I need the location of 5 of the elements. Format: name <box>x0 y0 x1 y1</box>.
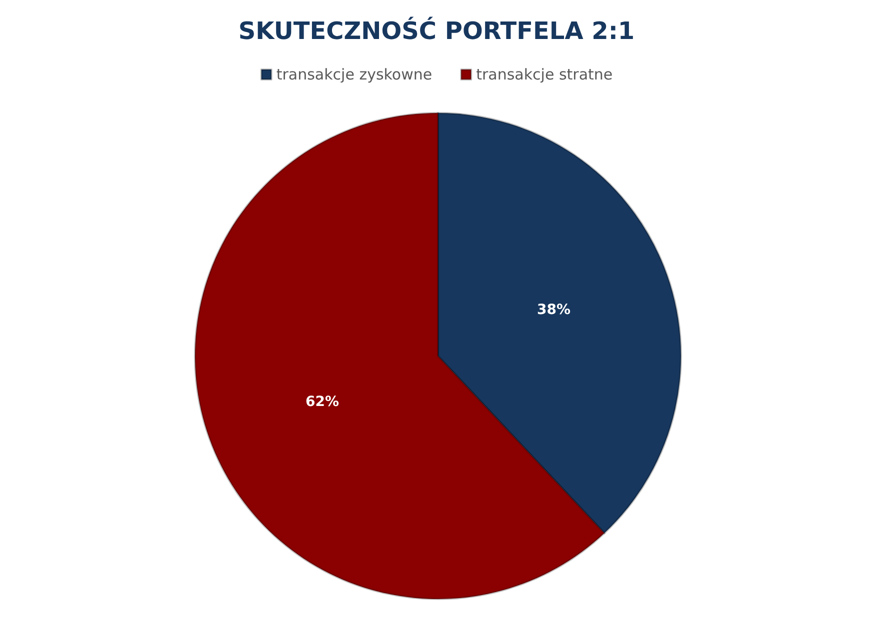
data-label: 38% <box>537 302 571 318</box>
legend-label: transakcje zyskowne <box>276 66 432 84</box>
legend-label: transakcje stratne <box>476 66 613 84</box>
chart-title: SKUTECZNOŚĆ PORTFELA 2:1 <box>238 16 635 45</box>
data-label: 62% <box>305 394 339 410</box>
